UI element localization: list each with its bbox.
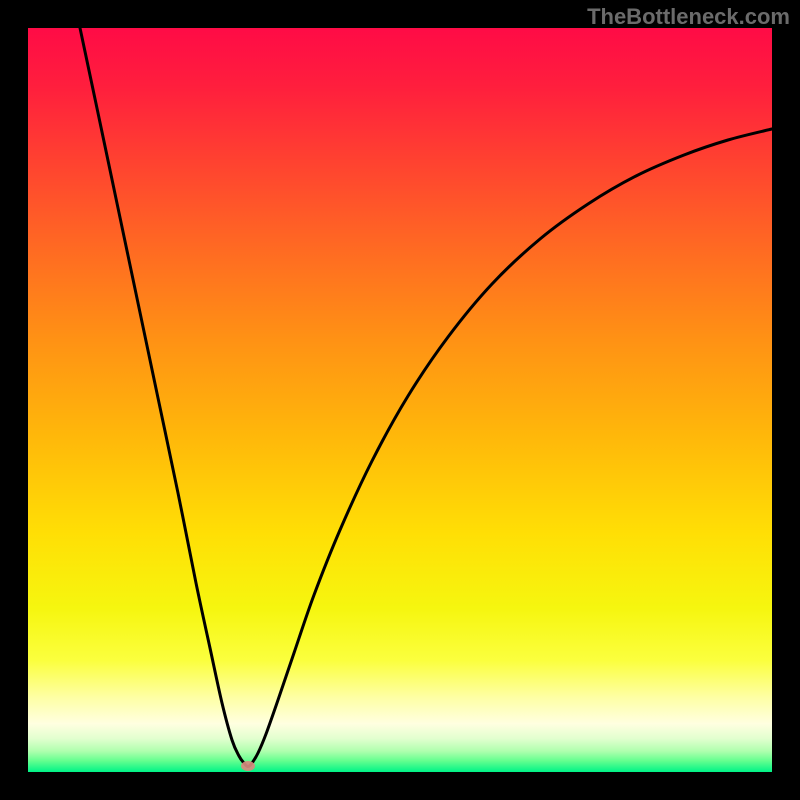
plot-outer-frame [0, 0, 800, 800]
gradient-background [28, 28, 772, 772]
watermark-text: TheBottleneck.com [587, 4, 790, 30]
plot-area [28, 28, 772, 772]
plot-svg [28, 28, 772, 772]
optimal-point-marker [241, 761, 255, 771]
